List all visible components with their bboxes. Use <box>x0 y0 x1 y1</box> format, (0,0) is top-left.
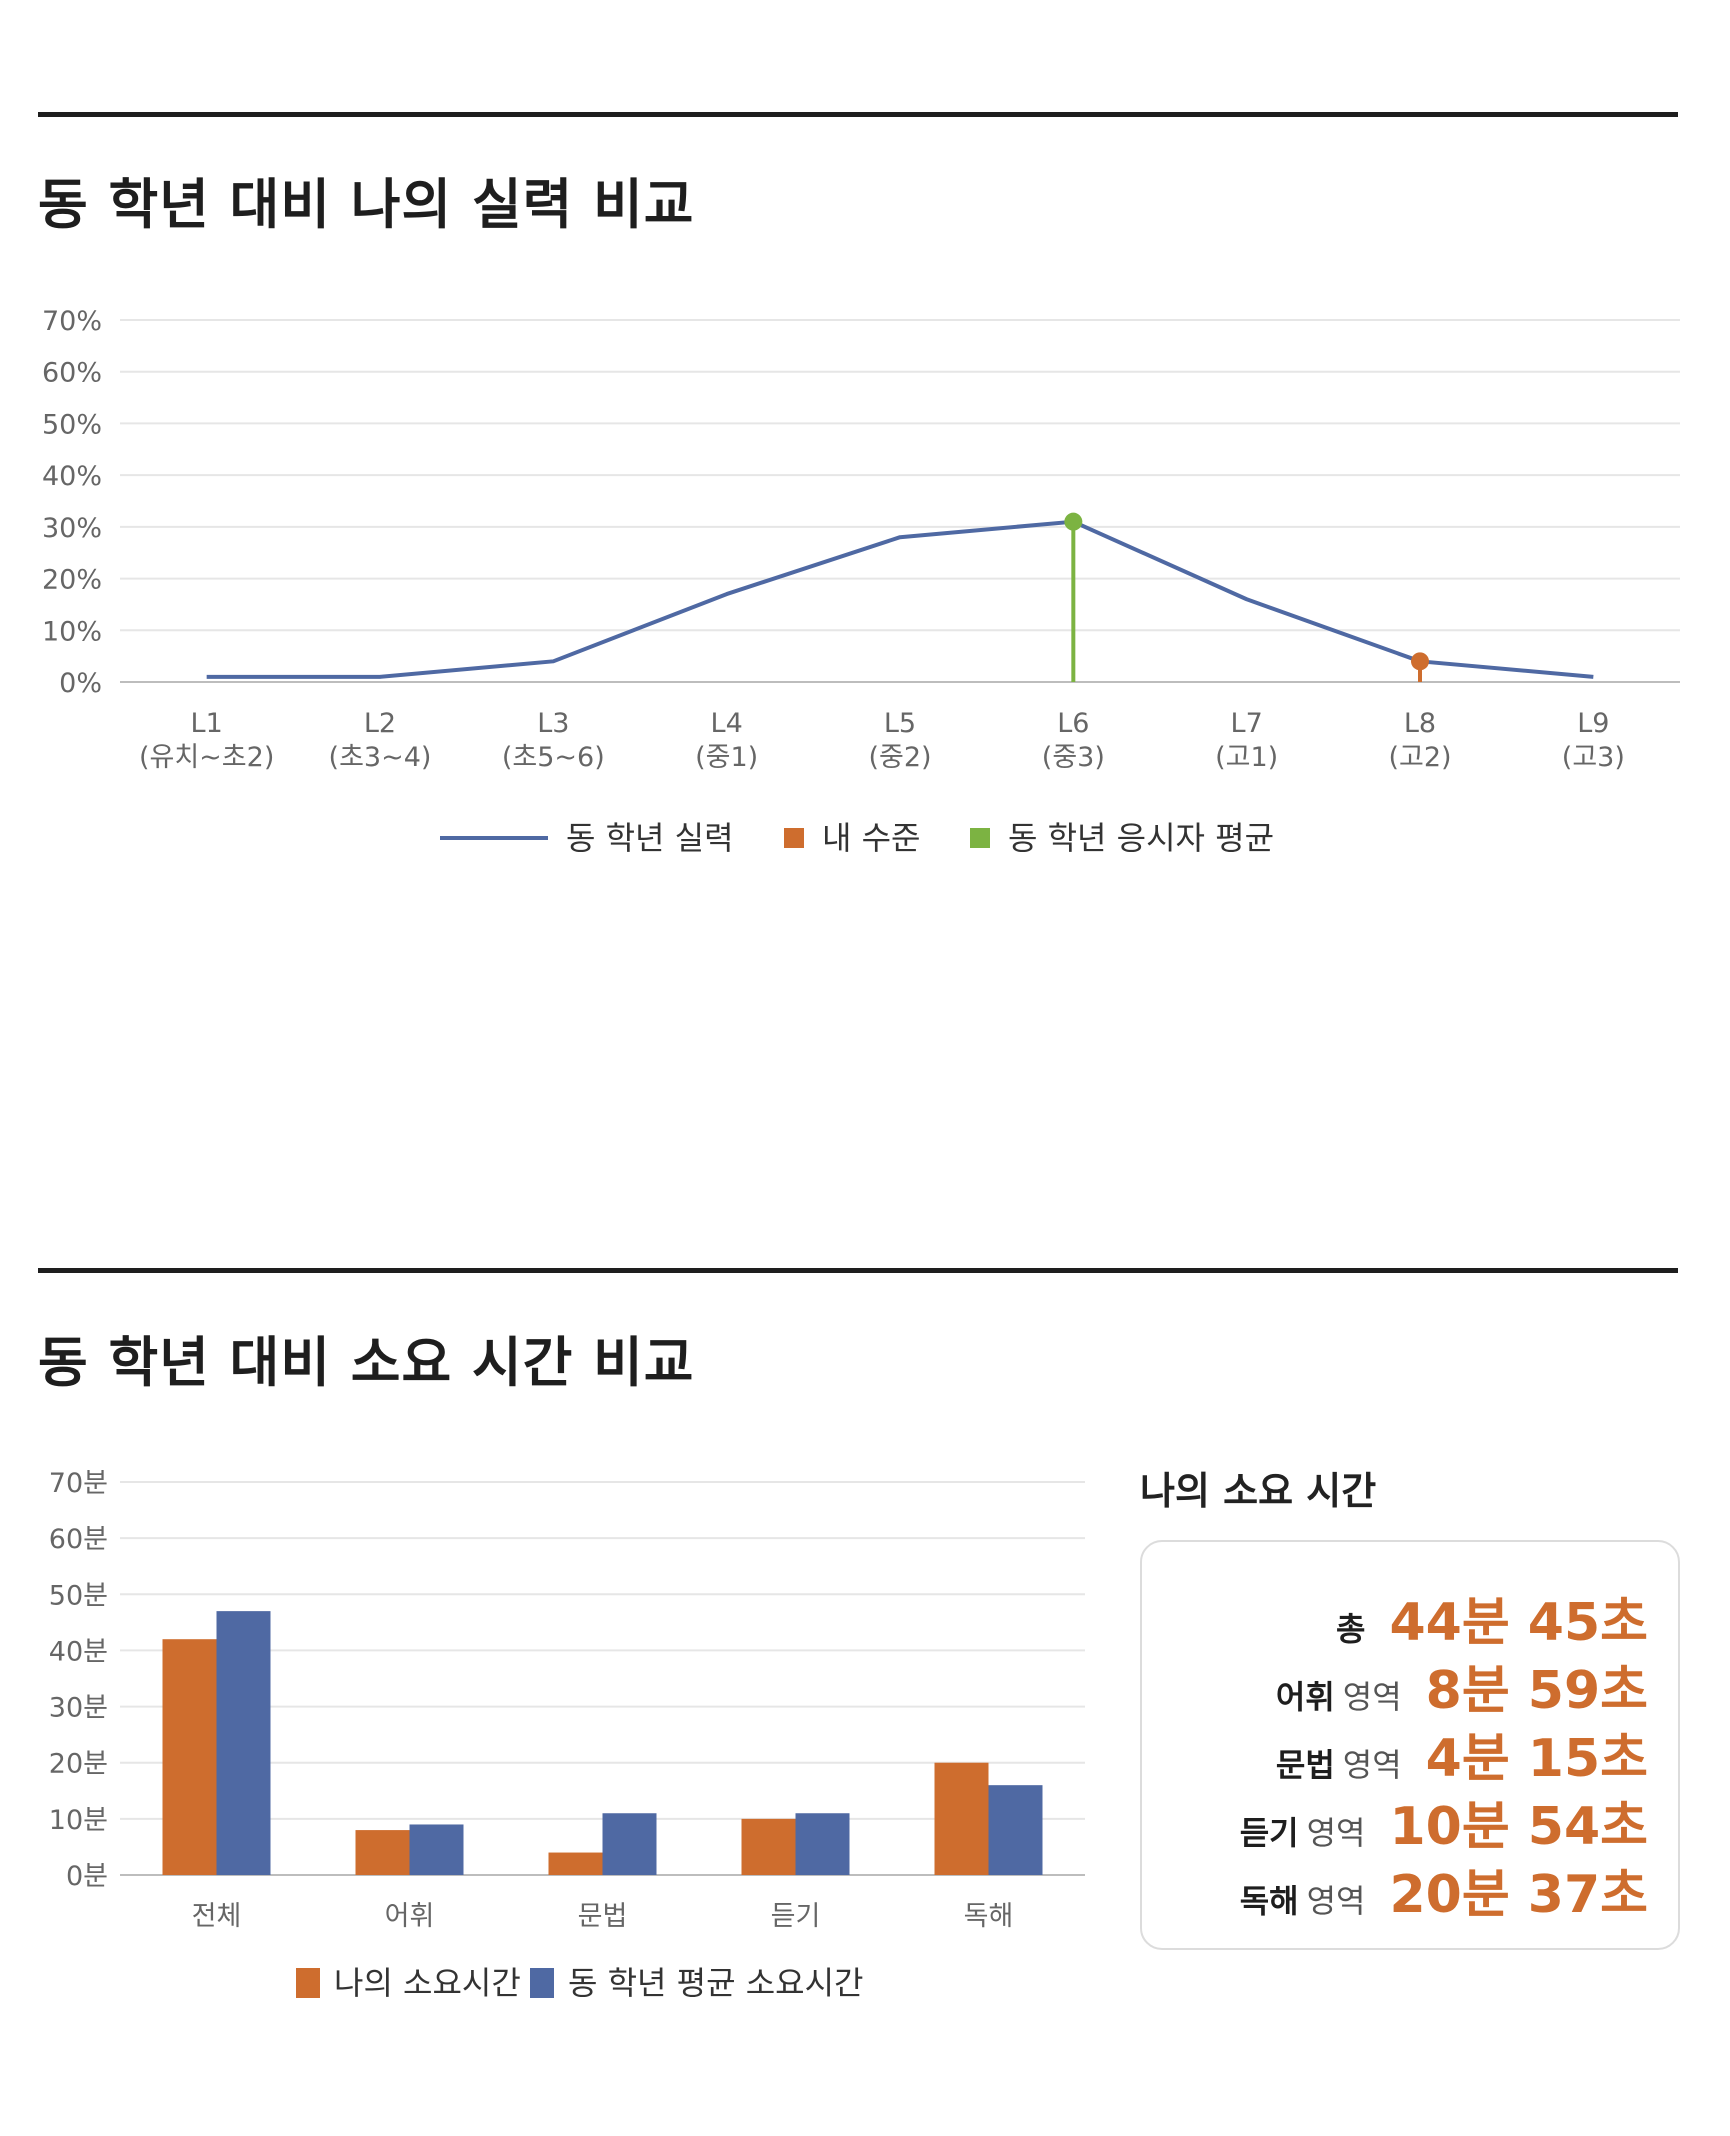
x-tick-label: 듣기 <box>771 1901 821 1932</box>
series-line <box>206 519 1594 679</box>
x-tick-label: L3 <box>537 708 569 739</box>
bar <box>548 1852 603 1875</box>
time-row-label: 총 <box>1336 1610 1366 1648</box>
y-tick-label: 70% <box>42 306 102 337</box>
time-row-label: 문법 <box>1275 1746 1335 1784</box>
bar <box>988 1785 1043 1875</box>
time-row-value: 20분 37초 <box>1389 1865 1648 1925</box>
bar <box>741 1818 796 1875</box>
section-divider-bottom <box>38 1268 1678 1273</box>
time-row-sub: 영역 <box>1306 1882 1366 1920</box>
time-section-title: 동 학년 대비 소요 시간 비교 <box>38 1331 695 1394</box>
time-row-value: 44분 45초 <box>1389 1593 1648 1653</box>
legend-swatch <box>296 1968 320 1998</box>
time-row-value: 8분 59초 <box>1425 1661 1648 1721</box>
bar <box>409 1824 464 1875</box>
skill-line-chart: 0% 10% 20% 30% 40% 50% 60% 70% L1(유치~초2) L2(초3~4)… <box>42 306 1680 857</box>
time-row-sub: 영역 <box>1306 1814 1366 1852</box>
x-tick-label: L9 <box>1577 708 1609 739</box>
time-row-value: 10분 54초 <box>1389 1797 1648 1857</box>
x-tick-label: 전체 <box>192 1901 242 1932</box>
y-tick-label: 0분 <box>66 1861 108 1892</box>
y-tick-label: 20분 <box>49 1749 108 1780</box>
x-tick-label: L5 <box>884 708 916 739</box>
x-tick-label: L4 <box>711 708 743 739</box>
legend-label: 동 학년 평균 소요시간 <box>568 1964 863 2002</box>
x-tick-sublabel: (중2) <box>868 742 931 773</box>
legend-swatch <box>784 828 804 848</box>
y-tick-label: 50% <box>42 409 102 440</box>
x-tick-label: L1 <box>191 708 223 739</box>
time-row-label: 독해 <box>1239 1882 1299 1920</box>
x-tick-label: L7 <box>1231 708 1263 739</box>
time-row-label: 듣기 <box>1239 1814 1299 1852</box>
x-tick-label: 문법 <box>578 1901 628 1932</box>
time-row-sub: 영역 <box>1342 1678 1402 1716</box>
y-tick-label: 40분 <box>49 1636 108 1667</box>
x-tick-label: 어휘 <box>385 1901 435 1932</box>
y-tick-label: 10% <box>42 616 102 647</box>
bar <box>216 1611 271 1875</box>
skill-section-title: 동 학년 대비 나의 실력 비교 <box>38 173 695 236</box>
legend-swatch <box>530 1968 554 1998</box>
section-divider-top <box>38 112 1678 117</box>
time-row-label: 어휘 <box>1275 1678 1335 1716</box>
x-tick-label: 독해 <box>964 1901 1014 1932</box>
x-tick-sublabel: (초5~6) <box>502 742 605 773</box>
x-tick-label: L2 <box>364 708 396 739</box>
legend-label: 나의 소요시간 <box>334 1964 521 2002</box>
x-tick-sublabel: (고1) <box>1215 742 1278 773</box>
legend-label: 동 학년 응시자 평균 <box>1008 819 1274 857</box>
y-tick-label: 50분 <box>49 1580 108 1611</box>
bar <box>795 1813 850 1875</box>
y-tick-label: 30% <box>42 513 102 544</box>
y-tick-label: 20% <box>42 565 102 596</box>
legend-swatch <box>970 828 990 848</box>
bar <box>355 1830 410 1875</box>
x-tick-sublabel: (고3) <box>1562 742 1625 773</box>
bar <box>162 1639 217 1875</box>
x-tick-sublabel: (고2) <box>1388 742 1451 773</box>
time-row-value: 4분 15초 <box>1425 1729 1648 1789</box>
y-tick-label: 0% <box>59 668 102 699</box>
x-tick-sublabel: (유치~초2) <box>139 742 274 773</box>
y-tick-label: 70분 <box>49 1468 108 1499</box>
time-row-total: 총 44분 45초 <box>1336 1580 1648 1655</box>
marker-point <box>1064 512 1083 531</box>
y-tick-label: 40% <box>42 461 102 492</box>
y-tick-label: 60% <box>42 358 102 389</box>
bar <box>934 1762 989 1875</box>
bar <box>602 1813 657 1875</box>
marker-point <box>1411 652 1429 671</box>
my-time-panel: 총 44분 45초 어휘 영역 8분 59초 문법 영역 4분 15초 듣기 영… <box>1140 1540 1680 1950</box>
time-row-grammar: 문법 영역 4분 15초 <box>1276 1716 1648 1791</box>
x-tick-label: L8 <box>1404 708 1436 739</box>
legend-label: 내 수준 <box>822 819 921 857</box>
legend-label: 동 학년 실력 <box>566 819 734 857</box>
x-tick-sublabel: (중3) <box>1042 742 1105 773</box>
y-tick-label: 30분 <box>49 1693 108 1724</box>
my-time-title: 나의 소요 시간 <box>1140 1469 1377 1513</box>
y-tick-label: 60분 <box>49 1524 108 1555</box>
y-tick-label: 10분 <box>49 1805 108 1836</box>
x-tick-sublabel: (초3~4) <box>329 742 432 773</box>
x-tick-label: L6 <box>1057 708 1089 739</box>
x-tick-sublabel: (중1) <box>695 742 758 773</box>
time-row-vocabulary: 어휘 영역 8분 59초 <box>1276 1648 1648 1723</box>
time-row-listening: 듣기 영역 10분 54초 <box>1240 1784 1648 1859</box>
time-row-reading: 독해 영역 20분 37초 <box>1240 1852 1648 1927</box>
time-row-sub: 영역 <box>1342 1746 1402 1784</box>
